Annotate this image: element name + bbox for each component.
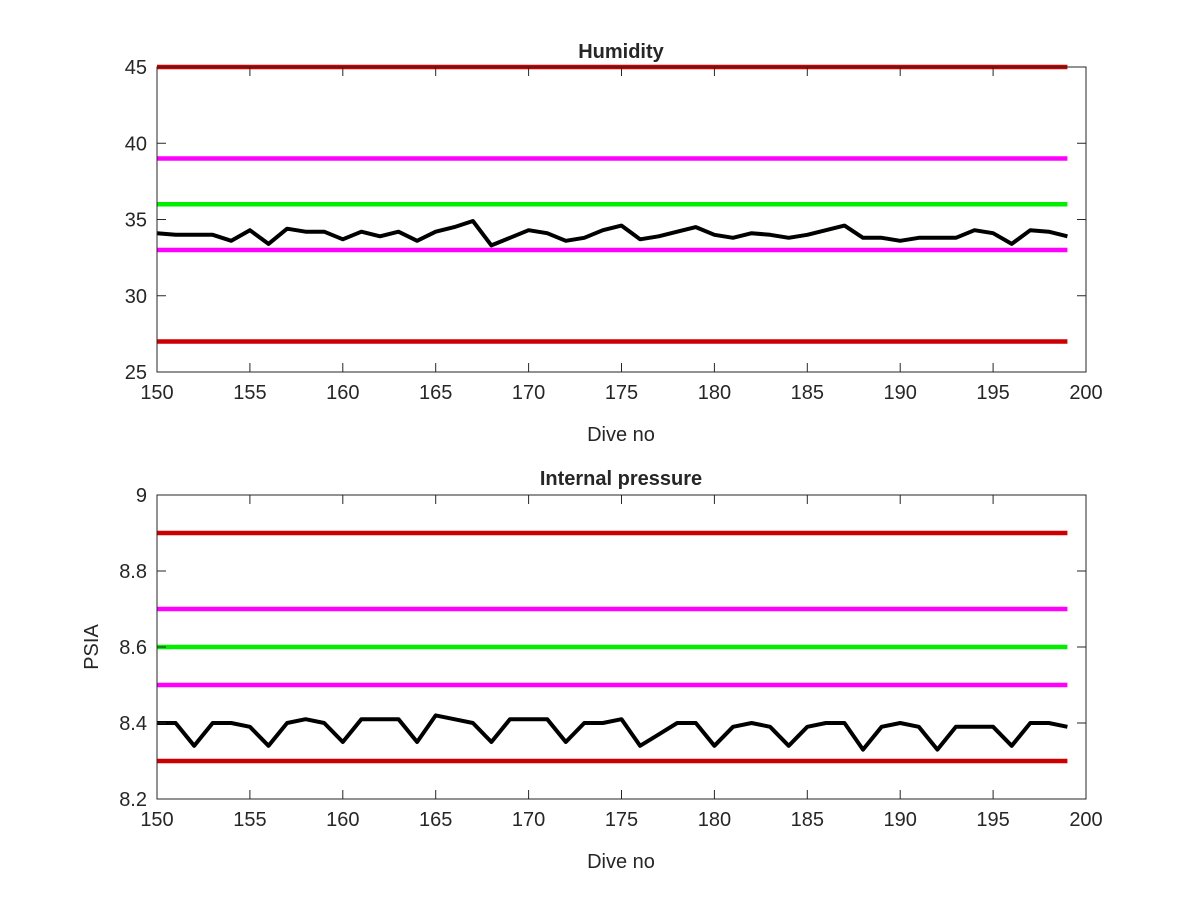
humidity-threshold-lines [157, 64, 1068, 344]
pressure-subplot: Internal pressure 150 155 160 165 170 175 180 1… [81, 468, 1103, 873]
pressure-threshold-lines [157, 530, 1068, 764]
pressure-y-ticks: 8.2 8.4 8.6 8.8 9 [119, 485, 1086, 811]
humidity-y-tick-label: 35 [125, 210, 147, 232]
humidity-x-tick-label: 180 [698, 382, 731, 404]
pressure-x-tick-label: 170 [512, 809, 545, 831]
pressure-y-label: PSIA [81, 624, 103, 670]
pressure-x-tick-label: 195 [976, 809, 1009, 831]
humidity-y-ticks: 25 30 35 40 45 [125, 57, 1086, 384]
pressure-y-tick-label: 8.8 [119, 561, 147, 583]
pressure-x-tick-label: 165 [419, 809, 452, 831]
pressure-x-tick-label: 185 [791, 809, 824, 831]
humidity-x-tick-label: 155 [233, 382, 266, 404]
humidity-x-tick-label: 150 [140, 382, 173, 404]
humidity-series-line-0 [156, 219, 1068, 248]
pressure-x-tick-label: 190 [884, 809, 917, 831]
pressure-series-line-0 [157, 713, 1068, 752]
humidity-axes-box [156, 66, 1087, 373]
pressure-x-tick-label: 155 [233, 809, 266, 831]
pressure-x-tick-label: 175 [605, 809, 638, 831]
pressure-y-tick-label: 8.6 [119, 637, 147, 659]
humidity-y-tick-label: 30 [125, 286, 147, 308]
humidity-y-tick-label: 40 [125, 133, 147, 155]
humidity-x-tick-label: 190 [884, 382, 917, 404]
humidity-x-tick-label: 175 [605, 382, 638, 404]
pressure-y-tick-label: 9 [136, 485, 147, 507]
pressure-title: Internal pressure [540, 468, 702, 490]
pressure-y-tick-label: 8.2 [119, 789, 147, 811]
pressure-x-label: Dive no [587, 851, 655, 873]
pressure-x-tick-label: 180 [698, 809, 731, 831]
pressure-x-ticks: 150 155 160 165 170 175 180 185 190 195 200 [140, 495, 1103, 831]
humidity-subplot: Humidity 150 155 160 165 170 175 180 185 190 195 2… [125, 41, 1103, 446]
humidity-x-tick-label: 195 [976, 382, 1009, 404]
humidity-x-tick-label: 200 [1069, 382, 1102, 404]
pressure-x-tick-label: 160 [326, 809, 359, 831]
humidity-x-tick-label: 185 [791, 382, 824, 404]
pressure-series [157, 713, 1068, 752]
humidity-x-tick-label: 165 [419, 382, 452, 404]
humidity-series [156, 219, 1068, 248]
humidity-x-label: Dive no [587, 424, 655, 446]
humidity-title: Humidity [578, 41, 664, 63]
pressure-x-tick-label: 150 [140, 809, 173, 831]
pressure-y-tick-label: 8.4 [119, 713, 147, 735]
humidity-y-tick-label: 25 [125, 362, 147, 384]
humidity-x-ticks: 150 155 160 165 170 175 180 185 190 195 200 [140, 67, 1103, 404]
humidity-y-tick-label: 45 [125, 57, 147, 79]
humidity-x-tick-label: 160 [326, 382, 359, 404]
pressure-x-tick-label: 200 [1069, 809, 1102, 831]
humidity-x-tick-label: 170 [512, 382, 545, 404]
